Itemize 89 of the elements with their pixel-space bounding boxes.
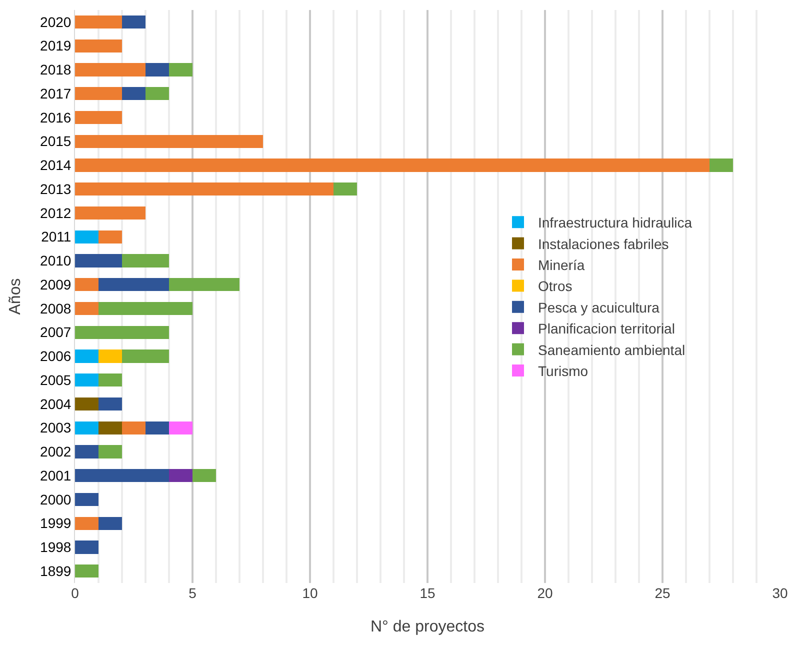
bar	[75, 374, 98, 387]
y-tick-label: 1899	[40, 562, 72, 579]
bar	[75, 254, 122, 268]
legend-label: Minería	[538, 256, 585, 273]
y-tick-label: 1998	[40, 539, 72, 556]
bar	[75, 421, 98, 434]
legend-label: Otros	[538, 278, 572, 294]
x-tick-label: 5	[188, 585, 197, 601]
y-tick-label: 2005	[40, 372, 72, 388]
bar	[75, 230, 98, 244]
bar	[169, 469, 192, 482]
y-tick-label: 2014	[40, 157, 72, 174]
x-tick-label: 15	[420, 585, 436, 601]
bar	[334, 182, 357, 196]
bar	[98, 397, 122, 410]
y-tick-label: 2001	[40, 467, 72, 484]
bar	[75, 63, 146, 76]
legend-label: Instalaciones fabriles	[538, 236, 669, 252]
bar	[122, 87, 146, 100]
y-tick-label: 2004	[40, 396, 72, 412]
y-tick-label: 2000	[40, 491, 72, 508]
bar	[75, 206, 146, 220]
legend-label: Saneamiento ambiental	[538, 342, 686, 358]
y-tick-label: 2007	[40, 324, 72, 340]
x-tick-label: 10	[302, 585, 318, 601]
y-tick-label: 2020	[40, 14, 72, 30]
legend-label: Infraestructura hidraulica	[538, 214, 692, 231]
x-tick-label: 30	[772, 585, 788, 601]
bar	[122, 15, 146, 28]
x-tick-label: 20	[537, 585, 553, 601]
x-tick-label: 0	[71, 585, 80, 601]
y-tick-label: 2006	[40, 348, 72, 364]
bar	[75, 182, 334, 196]
bar	[75, 158, 710, 172]
bar	[75, 110, 122, 124]
y-tick-label: 2018	[40, 62, 72, 78]
bar	[122, 350, 169, 363]
bar	[98, 374, 122, 387]
bar	[75, 350, 98, 363]
bar	[98, 230, 122, 244]
y-tick-label: 2012	[40, 204, 72, 221]
bar	[98, 421, 122, 434]
bar	[192, 469, 216, 482]
y-tick-label: 2015	[40, 133, 72, 150]
legend-label: Planificacion territorial	[538, 320, 675, 337]
bar	[75, 516, 98, 530]
bar	[75, 87, 122, 100]
bar	[710, 158, 733, 172]
bar	[75, 445, 98, 458]
x-axis-title: N° de proyectos	[370, 618, 485, 636]
bar	[169, 421, 192, 434]
y-tick-label: 2016	[40, 109, 72, 126]
bar	[75, 326, 169, 339]
x-tick-label: 25	[654, 585, 670, 601]
y-tick-label: 2009	[40, 276, 72, 292]
bar	[75, 302, 98, 315]
y-tick-label: 1999	[40, 515, 72, 532]
y-tick-label: 2011	[41, 228, 72, 245]
y-tick-label: 2010	[40, 252, 72, 269]
bar	[169, 63, 192, 76]
bar	[146, 63, 169, 76]
y-tick-label: 2002	[40, 444, 72, 460]
legend-label: Turismo	[538, 362, 588, 379]
bar	[75, 39, 122, 52]
bar	[75, 278, 98, 292]
y-tick-label: 2013	[40, 180, 72, 197]
y-tick-label: 2008	[40, 300, 72, 316]
bar	[75, 540, 98, 554]
bar	[75, 492, 98, 506]
bar	[75, 564, 98, 578]
bar	[122, 421, 146, 434]
bar	[75, 397, 98, 410]
bar	[146, 421, 169, 434]
y-tick-label: 2019	[40, 38, 72, 54]
bar	[98, 350, 122, 363]
bar	[75, 134, 263, 148]
legend-label: Pesca y acuicultura	[538, 299, 660, 316]
bar	[75, 15, 122, 28]
bar	[98, 445, 122, 458]
y-axis-title: Años	[6, 278, 24, 315]
bar	[98, 516, 122, 530]
bar	[122, 254, 169, 268]
bar	[146, 87, 169, 100]
bar	[98, 278, 169, 292]
y-tick-label: 2003	[40, 420, 72, 436]
y-tick-label: 2017	[40, 85, 72, 102]
bar	[98, 302, 192, 315]
bar	[169, 278, 240, 292]
bar	[75, 469, 169, 482]
